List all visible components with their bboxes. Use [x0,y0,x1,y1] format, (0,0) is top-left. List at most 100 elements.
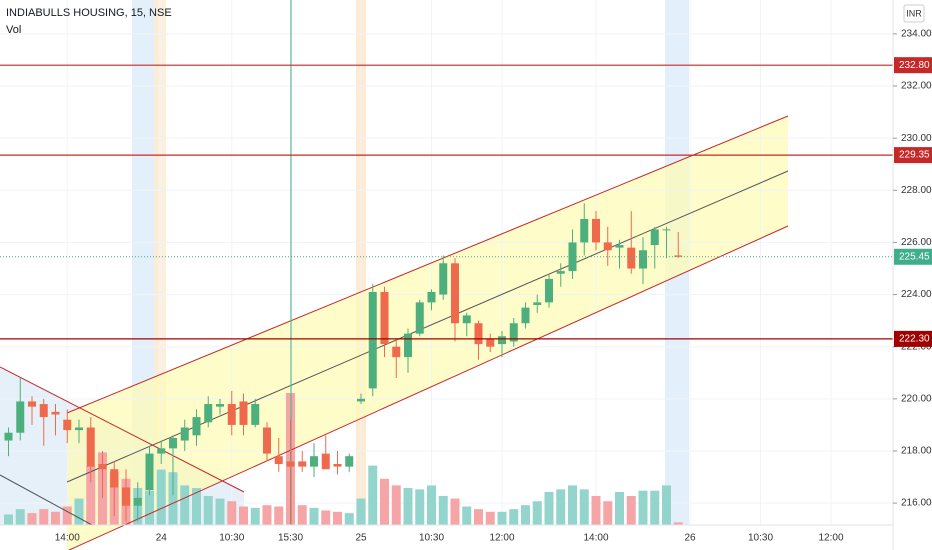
volume-bar [615,492,624,525]
volume-bar [321,510,331,525]
candle-body [98,464,107,470]
volume-bar [203,495,213,525]
candle-body [615,245,624,248]
volume-bar [427,485,436,525]
candle-body [39,404,48,418]
candle-body [110,469,119,488]
x-tick-label: 10:30 [419,533,444,544]
volume-bar [591,495,601,525]
price-label: 222.30 [899,334,930,345]
volume-bar [168,472,178,525]
volume-bar [39,509,49,525]
volume-bar [4,514,13,525]
candle-body [122,487,130,506]
x-tick-label: 10:30 [219,533,244,544]
volume-bar [156,469,166,525]
volume-bar [86,465,96,525]
y-tick-label: 232.00 [901,81,932,92]
candle-body [639,250,647,269]
volume-bar [532,501,542,525]
volume-bar [309,507,319,525]
currency-button[interactable] [903,4,925,23]
candle-body [239,401,248,425]
candle-body [357,398,365,402]
volume-bar [544,492,554,525]
volume-bar [626,495,636,525]
volume-bar [438,495,448,525]
volume-bar [485,511,495,525]
trend-line [0,474,93,526]
candle-body [227,404,236,425]
volume-bar [650,490,660,525]
candle-body [321,453,330,470]
volume-bar [62,506,72,525]
x-tick-label: 14:00 [583,533,608,544]
volume-bar [74,498,84,525]
volume-bar [274,506,284,525]
volume-bar [27,513,37,525]
candle-body [310,456,318,467]
volume-bar [356,498,366,525]
volume-bar [450,498,460,525]
candle-body [580,218,589,243]
x-tick-label: 26 [684,533,696,544]
candle-body [392,346,401,358]
volume-bar [474,509,483,525]
volume-bar [333,511,342,525]
volume-bar [391,485,401,525]
candle-body [380,291,389,345]
candle-body [451,263,459,324]
y-tick-label: 228.00 [901,185,932,196]
volume-bar [403,488,413,525]
volume-bar [15,509,25,525]
candle-body [674,255,683,257]
candle-body [650,229,659,246]
volume-bar [568,485,577,525]
price-label: 232.80 [899,60,930,71]
candle-body [368,291,377,389]
price-label-box [894,57,932,74]
trend-line [0,366,245,493]
candle-body [274,456,283,465]
x-tick-label: 12:00 [489,533,514,544]
candle-body [251,404,260,425]
candle-body [180,427,189,441]
volume-bar [215,498,225,525]
volume-bar [579,489,589,525]
candle-body [157,448,166,454]
candle-body [498,336,506,345]
price-label-box [894,248,932,265]
candle-body [627,247,636,269]
candle-body [345,456,354,467]
horizontal-lines [0,64,893,340]
candle-body [86,427,95,467]
volume-label: Vol [6,24,21,36]
candle-body [16,401,25,433]
volume-bar [250,507,260,525]
candle-body [28,401,36,407]
axes: 216.00218.00220.00222.00224.00226.00228.… [55,29,932,544]
volume-bar [145,490,154,525]
volume-bar [603,501,613,525]
y-tick-label: 220.00 [901,393,932,404]
volume-bar [662,485,671,525]
volume-bar [51,511,60,525]
price-label-box [894,147,932,164]
x-tick-label: 24 [156,533,168,544]
y-tick-label: 234.00 [901,29,932,40]
volume-bar [415,489,425,525]
candle-body [75,427,83,431]
currency[interactable]: INR [906,8,922,18]
candle-body [51,411,60,415]
candle-body [474,323,483,345]
x-tick-label: 15:30 [278,533,303,544]
candle-body [204,404,213,423]
candle-body [592,218,600,243]
volume-bar [262,505,272,525]
volume-bar [180,485,190,525]
channel-lower [68,225,789,550]
candle-body [462,315,471,324]
candle-body [263,427,271,454]
volume-bar [344,513,354,525]
y-tick-label: 218.00 [901,446,932,457]
